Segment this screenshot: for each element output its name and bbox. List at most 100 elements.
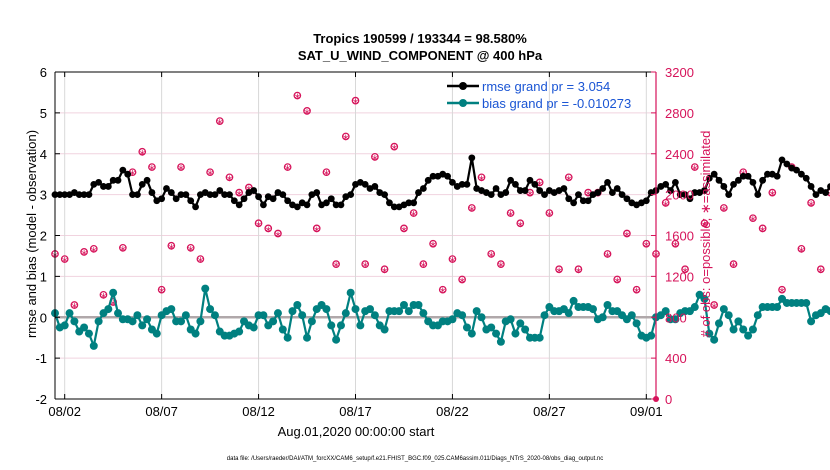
- bias-point: [807, 317, 816, 326]
- obs-point: *: [487, 250, 496, 264]
- bias-point: [133, 311, 142, 320]
- obs-assimilated-marker: *: [449, 255, 455, 269]
- obs-possible-marker: [351, 96, 360, 105]
- obs-point: *: [322, 168, 331, 182]
- obs-point: *: [177, 163, 185, 177]
- rmse-point: [148, 189, 156, 196]
- rmse-point: [109, 176, 117, 184]
- rmse-point: [332, 201, 340, 209]
- obs-point: *: [768, 189, 777, 203]
- obs-assimilated-marker: *: [420, 260, 426, 274]
- obs-possible-marker: [516, 219, 525, 228]
- obs-assimilated-marker: *: [430, 240, 436, 254]
- rmse-point: [681, 191, 689, 199]
- y-right-tick-label: 2800: [665, 106, 694, 121]
- obs-possible-marker: [60, 255, 69, 263]
- obs-possible-marker: [613, 275, 622, 284]
- obs-assimilated-marker: *: [517, 219, 523, 233]
- bias-point: [744, 331, 753, 340]
- obs-point: *: [720, 204, 728, 218]
- rmse-point: [226, 191, 233, 199]
- bias-point: [540, 311, 549, 320]
- rmse-point: [405, 199, 413, 207]
- obs-point: *: [807, 199, 815, 213]
- obs-point: *: [574, 265, 583, 279]
- rmse-point: [701, 187, 708, 194]
- y-tick-label: -2: [35, 392, 47, 407]
- rmse-point: [390, 203, 398, 211]
- obs-assimilated-marker: *: [469, 204, 475, 218]
- obs-point: *: [710, 301, 719, 315]
- obs-assimilated-marker: *: [643, 240, 649, 254]
- obs-point: *: [283, 163, 292, 177]
- obs-assimilated-marker: *: [372, 153, 378, 167]
- rmse-point: [347, 191, 355, 199]
- obs-point: *: [312, 224, 321, 238]
- rmse-point: [744, 172, 752, 180]
- obs-assimilated-marker: *: [585, 189, 591, 203]
- rmse-point: [235, 201, 243, 209]
- rmse-point: [608, 189, 616, 196]
- obs-possible-marker: [89, 244, 98, 253]
- obs-possible-marker: [545, 209, 554, 217]
- obs-possible-marker: [632, 285, 641, 294]
- bias-point: [327, 321, 336, 330]
- rmse-point: [415, 189, 422, 196]
- obs-point: *: [157, 286, 166, 300]
- obs-point: *: [438, 286, 447, 300]
- rmse-point: [749, 178, 757, 186]
- obs-point: *: [419, 260, 428, 274]
- obs-possible-marker: [293, 91, 302, 100]
- rmse-point: [230, 197, 238, 205]
- obs-possible-marker: [710, 301, 719, 309]
- rmse-point: [192, 203, 199, 211]
- obs-possible-marker: [380, 265, 389, 274]
- obs-assimilated-marker: *: [692, 163, 698, 177]
- bias-point: [477, 313, 486, 322]
- rmse-point: [575, 191, 582, 199]
- bias-point: [152, 329, 161, 338]
- obs-point: *: [467, 204, 476, 218]
- obs-point: *: [632, 285, 641, 300]
- obs-assimilated-marker: *: [226, 173, 232, 187]
- y-right-tick-label: 1600: [665, 229, 694, 244]
- obs-possible-marker: [186, 243, 195, 252]
- obs-possible-marker: [409, 209, 418, 217]
- bias-point: [690, 303, 699, 312]
- obs-assimilated-marker: *: [401, 224, 407, 238]
- x-tick-label: 09/01: [630, 404, 663, 419]
- obs-point: *: [215, 117, 224, 131]
- obs-point: *: [119, 244, 127, 258]
- obs-possible-marker: [429, 239, 437, 248]
- rmse-point: [463, 181, 471, 188]
- obs-possible-marker: [371, 153, 379, 161]
- bias-point: [472, 307, 481, 316]
- rmse-point: [284, 197, 292, 205]
- obs-assimilated-marker: *: [178, 163, 184, 177]
- bias-point: [569, 296, 578, 305]
- obs-point: *: [400, 224, 408, 238]
- obs-point: *: [196, 255, 205, 269]
- bias-point: [298, 311, 307, 320]
- bias-point: [603, 300, 612, 309]
- rmse-point: [822, 189, 830, 196]
- obs-assimilated-marker: *: [207, 168, 213, 182]
- obs-possible-marker: [70, 301, 79, 309]
- rmse-point: [386, 199, 393, 207]
- rmse-point: [182, 191, 190, 199]
- obs-point: *: [80, 248, 88, 262]
- obs-point: *: [341, 132, 350, 146]
- rmse-point: [623, 195, 631, 203]
- rmse-point: [119, 166, 127, 174]
- obs-assimilated-marker: *: [100, 291, 106, 305]
- x-tick-label: 08/17: [339, 404, 372, 419]
- bias-point: [303, 333, 312, 342]
- obs-point: *: [409, 209, 418, 223]
- obs-point: *: [361, 260, 370, 274]
- bias-point: [177, 317, 186, 326]
- obs-assimilated-marker: *: [701, 219, 707, 233]
- bias-point: [94, 317, 103, 326]
- bias-point: [293, 300, 302, 309]
- y-tick-label: 5: [40, 106, 47, 121]
- bias-point: [80, 323, 89, 332]
